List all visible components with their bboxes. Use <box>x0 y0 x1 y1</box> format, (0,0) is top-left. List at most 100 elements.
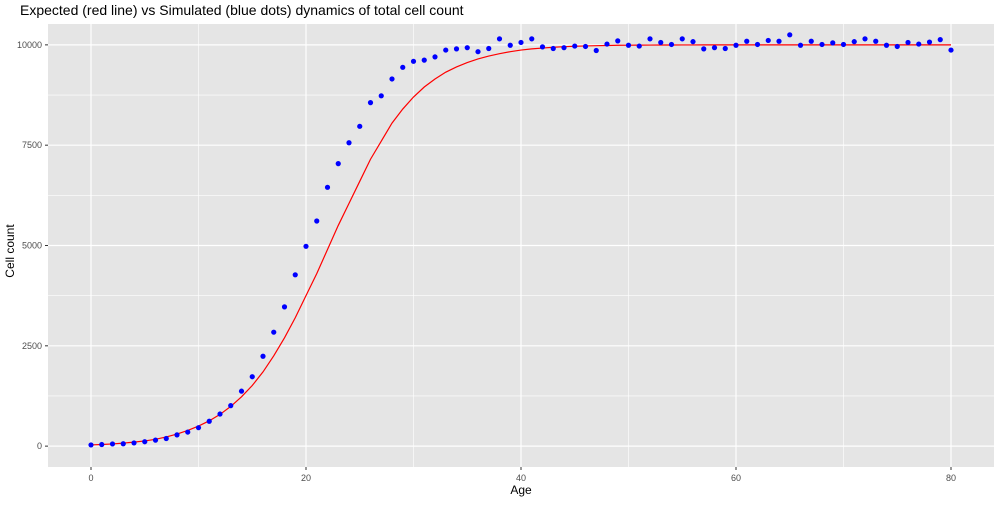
simulated-point <box>830 40 836 46</box>
simulated-point <box>905 39 911 46</box>
simulated-point <box>765 37 771 44</box>
simulated-point <box>314 218 320 224</box>
simulated-point <box>99 441 105 448</box>
simulated-point <box>797 42 804 48</box>
y-tick-label: 2500 <box>22 341 42 351</box>
simulated-point <box>464 45 470 51</box>
simulated-point <box>152 437 159 443</box>
simulated-point <box>787 32 793 38</box>
simulated-point <box>754 41 761 48</box>
simulated-point <box>948 47 954 53</box>
simulated-point <box>131 440 137 446</box>
simulated-point <box>733 42 739 48</box>
simulated-point <box>883 42 890 48</box>
simulated-point <box>916 41 922 47</box>
simulated-point <box>593 47 599 54</box>
y-tick-label: 0 <box>37 441 42 451</box>
axes-layer: 0 20 40 60 80 0 2500 5000 7500 10000 <box>17 40 956 483</box>
simulated-point <box>228 403 234 409</box>
simulated-point <box>400 64 406 70</box>
simulated-point <box>507 42 513 48</box>
simulated-point <box>776 38 782 44</box>
y-tick-label: 7500 <box>22 140 42 150</box>
x-tick-label: 20 <box>301 473 311 483</box>
simulated-point <box>174 432 180 438</box>
x-tick-label: 0 <box>88 473 93 483</box>
simulated-point <box>926 39 933 45</box>
simulated-point <box>206 418 212 424</box>
simulated-point <box>561 45 567 51</box>
simulated-point <box>496 36 503 42</box>
simulated-point <box>185 429 191 435</box>
simulated-point <box>572 43 578 49</box>
simulated-point <box>303 243 309 249</box>
simulated-point <box>367 100 374 106</box>
simulated-point <box>744 38 750 44</box>
simulated-point <box>690 39 696 45</box>
y-tick-label: 10000 <box>17 40 42 50</box>
simulated-point <box>582 43 589 50</box>
simulated-point <box>851 39 857 45</box>
simulated-points-layer <box>88 32 954 448</box>
simulated-point <box>658 39 664 46</box>
simulated-point <box>701 46 707 52</box>
simulated-point <box>636 43 642 49</box>
simulated-point <box>475 49 481 55</box>
x-tick-label: 80 <box>946 473 956 483</box>
simulated-point <box>271 329 277 335</box>
simulated-point <box>357 123 363 129</box>
y-axis-label: Cell count <box>3 224 17 278</box>
simulated-point <box>142 439 148 445</box>
simulated-point <box>410 58 417 64</box>
simulated-point <box>819 41 825 48</box>
simulated-point <box>389 76 395 82</box>
simulated-point <box>625 42 632 48</box>
simulated-point <box>421 57 427 63</box>
simulated-point <box>292 272 298 278</box>
simulated-point <box>109 441 116 447</box>
simulated-point <box>335 161 341 167</box>
simulated-point <box>862 36 868 42</box>
expected-line <box>90 44 951 446</box>
simulated-point <box>668 41 675 48</box>
simulated-point <box>346 140 352 146</box>
simulated-point <box>711 45 718 51</box>
simulated-point <box>217 411 223 417</box>
chart-title: Expected (red line) vs Simulated (blue d… <box>20 2 464 18</box>
simulated-point <box>894 43 900 50</box>
x-axis-label: Age <box>510 483 532 497</box>
simulated-point <box>260 353 266 359</box>
simulated-point <box>529 36 535 42</box>
simulated-point <box>378 93 384 99</box>
simulated-point <box>195 425 202 431</box>
simulated-point <box>432 54 438 60</box>
simulated-point <box>539 44 546 50</box>
simulated-point <box>88 442 94 448</box>
simulated-point <box>238 388 245 394</box>
simulated-point <box>808 38 814 44</box>
simulated-point <box>615 38 621 44</box>
simulated-point <box>486 45 492 52</box>
simulated-point <box>120 441 126 447</box>
simulated-point <box>281 304 288 310</box>
x-tick-label: 60 <box>731 473 741 483</box>
simulated-point <box>443 47 449 53</box>
x-tick-label: 40 <box>516 473 526 483</box>
simulated-point <box>722 45 728 52</box>
expected-line-layer <box>90 44 951 446</box>
simulated-point <box>550 45 556 52</box>
simulated-point <box>324 184 331 190</box>
simulated-point <box>453 46 460 52</box>
simulated-point <box>249 374 255 380</box>
simulated-point <box>679 36 685 42</box>
simulated-point <box>840 41 847 48</box>
simulated-point <box>604 41 610 47</box>
simulated-point <box>937 37 943 43</box>
y-tick-label: 5000 <box>22 241 42 251</box>
simulated-point <box>647 36 653 42</box>
simulated-point <box>518 39 524 46</box>
simulated-point <box>163 435 169 442</box>
simulated-point <box>873 38 879 44</box>
